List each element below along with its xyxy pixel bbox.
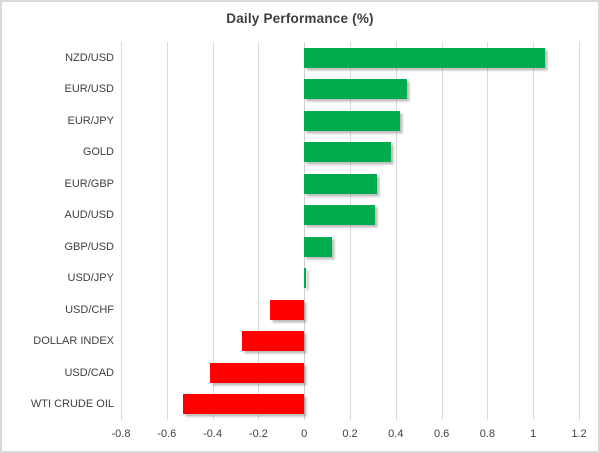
bar-gbp-usd	[304, 236, 332, 257]
x-tick-label: -0.2	[248, 428, 268, 440]
category-label-gold: GOLD	[82, 146, 114, 159]
category-label-usd-cad: USD/CAD	[64, 366, 114, 379]
bar-aud-usd	[304, 205, 376, 226]
gridline-1	[533, 42, 535, 420]
bar-usd-jpy	[304, 268, 307, 289]
x-tick-label: 0	[301, 428, 308, 440]
gridline--0.2	[258, 42, 260, 420]
category-label-gbp-usd: GBP/USD	[64, 240, 114, 253]
x-tick-label: 0.2	[342, 428, 358, 440]
bar-eur-usd	[304, 79, 408, 100]
x-tick-label: 0.6	[433, 428, 450, 440]
bar-eur-gbp	[304, 173, 378, 194]
plot-area	[121, 42, 580, 420]
gridline-0.8	[487, 42, 489, 420]
x-tick-label: 0.8	[479, 428, 496, 440]
gridline-1.2	[579, 42, 580, 420]
bar-nzd-usd	[304, 47, 545, 68]
bar-dollar-index	[242, 331, 305, 352]
gridline--0.4	[212, 42, 214, 420]
gridline--0.6	[166, 42, 168, 420]
bar-usd-cad	[210, 362, 305, 383]
bar-gold	[304, 142, 392, 163]
gridline-0.6	[441, 42, 443, 420]
gridline-0	[304, 42, 306, 420]
x-tick-label: -0.8	[111, 428, 131, 440]
bar-wti-crude-oil	[182, 394, 305, 415]
x-tick-label: 1	[530, 428, 537, 440]
category-label-eur-gbp: EUR/GBP	[64, 177, 114, 190]
category-label-eur-jpy: EUR/JPY	[67, 114, 114, 127]
x-tick-label: 0.4	[388, 428, 404, 440]
bar-eur-jpy	[304, 110, 401, 131]
gridline-0.2	[350, 42, 351, 420]
category-label-aud-usd: AUD/USD	[64, 209, 114, 222]
x-tick-label: -0.4	[203, 428, 223, 440]
chart-title: Daily Performance (%)	[226, 11, 374, 26]
gridline--0.8	[121, 42, 122, 420]
category-label-dollar-index: DOLLAR INDEX	[33, 335, 114, 348]
category-label-usd-chf: USD/CHF	[65, 303, 114, 316]
x-tick-label: -0.6	[157, 428, 177, 440]
gridline-0.4	[395, 42, 397, 420]
category-label-wti-crude-oil: WTI CRUDE OIL	[30, 398, 114, 411]
category-label-nzd-usd: NZD/USD	[65, 51, 114, 64]
bar-usd-chf	[269, 299, 305, 320]
category-label-eur-usd: EUR/USD	[64, 83, 114, 96]
category-label-usd-jpy: USD/JPY	[67, 272, 114, 285]
x-tick-label: 1.2	[571, 428, 587, 440]
